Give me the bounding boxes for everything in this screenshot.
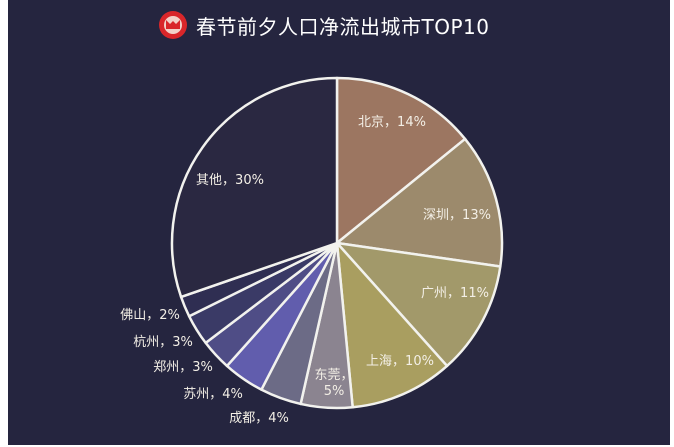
- chart-header: 春节前夕人口净流出城市TOP10: [158, 8, 489, 42]
- pie-slice-其他: [170, 76, 339, 299]
- slice-label-深圳: 深圳，13%: [423, 208, 491, 223]
- pie-slice-上海: [335, 241, 449, 409]
- pie-labels: 北京，14% 深圳，13% 广州，11% 上海，10% 东莞， 5% 成都，4% 苏州，4% 郑…: [120, 115, 491, 426]
- slice-label-广州: 广州，11%: [421, 286, 489, 301]
- pie-slice-北京: [335, 76, 467, 245]
- pie-slice-广州: [335, 241, 502, 368]
- logo-mark: [166, 20, 180, 29]
- slice-label-东莞: 东莞， 5%: [314, 368, 353, 399]
- pie-slice-深圳: [335, 137, 504, 268]
- slice-label-杭州: 杭州，3%: [133, 335, 193, 350]
- brand-logo-icon: [159, 11, 187, 39]
- slice-label-郑州: 郑州，3%: [153, 360, 213, 375]
- slice-label-北京: 北京，14%: [358, 115, 426, 130]
- slice-label-其他: 其他，30%: [196, 173, 264, 188]
- slice-label-佛山: 佛山，2%: [120, 308, 180, 323]
- slice-label-上海: 上海，10%: [366, 354, 434, 369]
- slice-label-苏州: 苏州，4%: [183, 386, 243, 402]
- pie-slices: [170, 76, 504, 410]
- chart-title: 春节前夕人口净流出城市TOP10: [196, 14, 490, 39]
- slice-label-成都: 成都，4%: [229, 411, 289, 426]
